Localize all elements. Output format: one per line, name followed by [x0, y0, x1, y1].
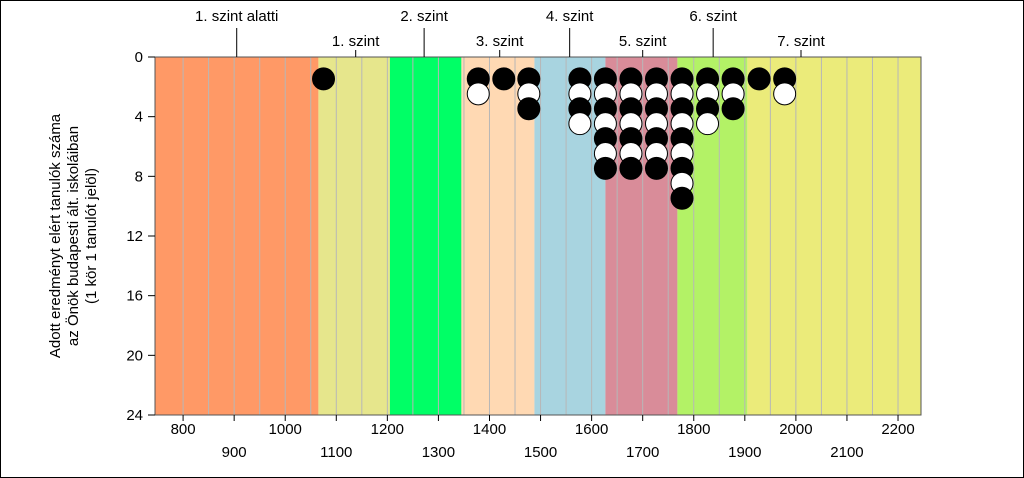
- x-tick-label: 1100: [320, 444, 352, 461]
- x-tick-label: 1200: [371, 421, 404, 438]
- x-tick-label: 1800: [677, 421, 710, 438]
- gridlines: [182, 57, 899, 415]
- y-tick-label: 12: [126, 228, 143, 245]
- x-tick-label: 800: [171, 421, 196, 438]
- x-tick-label: 900: [222, 444, 247, 461]
- axes: 0 4 8 12 16 20 24 800 1000 1200 1400 1600 1800 2000 22…: [126, 49, 914, 461]
- student-point: [312, 67, 336, 91]
- student-point: [644, 156, 668, 180]
- y-axis-label-line: az Önök budapesti ált. iskoláiban: [64, 126, 82, 346]
- y-tick-label: 24: [126, 407, 143, 424]
- level-label: 3. szint: [476, 33, 524, 50]
- y-tick-label: 16: [126, 288, 143, 305]
- x-tick-label: 1900: [728, 444, 761, 461]
- y-axis-label-line: Adott eredményt elért tanulók száma: [47, 113, 64, 358]
- student-point: [568, 112, 592, 136]
- student-points: [312, 67, 797, 210]
- y-tick-label: 8: [135, 168, 143, 185]
- y-tick-label: 4: [135, 109, 143, 126]
- level-label: 4. szint: [546, 8, 594, 25]
- x-tick-label: 1600: [575, 421, 608, 438]
- level-label: 2. szint: [400, 8, 448, 25]
- student-point: [619, 156, 643, 180]
- x-tick-label: 2000: [779, 421, 812, 438]
- student-point: [466, 82, 490, 106]
- y-tick-label: 20: [126, 347, 143, 364]
- x-tick-label: 1300: [422, 444, 455, 461]
- level-band-8: [747, 57, 921, 415]
- level-band-1: [155, 57, 319, 415]
- x-tick-label: 1400: [473, 421, 506, 438]
- student-point: [492, 67, 516, 91]
- x-tick-label: 1000: [269, 421, 302, 438]
- x-tick-label: 1700: [626, 444, 659, 461]
- student-point: [773, 82, 797, 106]
- student-point: [747, 67, 771, 91]
- student-point: [517, 97, 541, 121]
- level-band-5: [534, 57, 606, 415]
- level-label: 1. szint: [332, 33, 380, 50]
- y-axis-label-line: (1 kör 1 tanulót jelöl): [83, 168, 100, 304]
- x-tick-label: 2200: [881, 421, 914, 438]
- student-point: [670, 186, 694, 210]
- level-label: 1. szint alatti: [195, 8, 278, 25]
- level-band-3: [389, 57, 462, 415]
- level-label: 7. szint: [777, 33, 825, 50]
- level-labels: 1. szint alatti 2. szint 4. szint 6. szint 1…: [195, 8, 826, 57]
- x-tick-label: 1500: [524, 444, 557, 461]
- level-label: 6. szint: [689, 8, 737, 25]
- student-point: [721, 97, 745, 121]
- student-point: [696, 112, 720, 136]
- x-tick-label: 2100: [830, 444, 863, 461]
- y-axis-label: Adott eredményt elért tanulók számaaz Ön…: [47, 113, 100, 358]
- y-tick-label: 0: [135, 49, 143, 66]
- level-label: 5. szint: [619, 33, 667, 50]
- student-point: [593, 156, 617, 180]
- level-band-2: [318, 57, 390, 415]
